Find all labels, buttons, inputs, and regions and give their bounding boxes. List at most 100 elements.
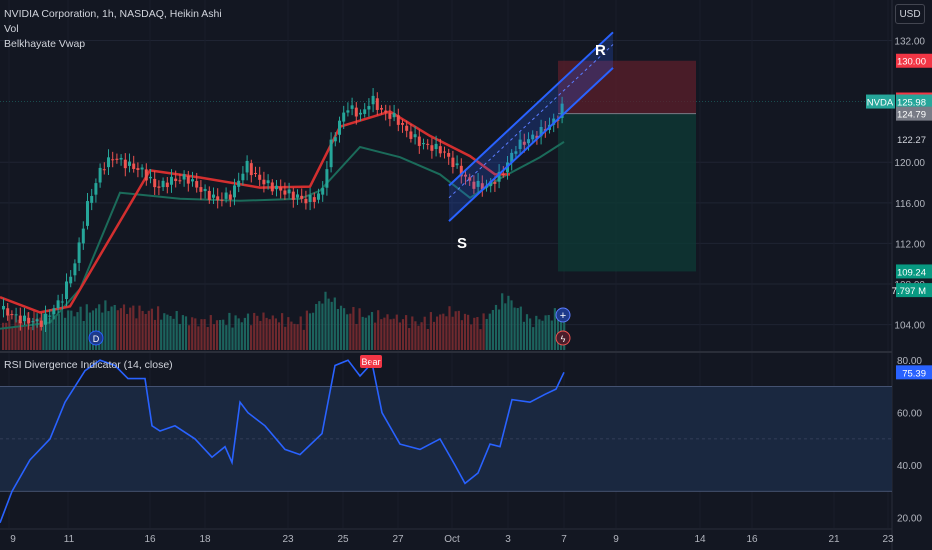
volume-bar [281, 313, 284, 350]
volume-bar [380, 319, 383, 350]
dividend-icon [88, 330, 104, 346]
volume-bar [398, 322, 401, 350]
volume-bar [429, 312, 432, 350]
candle-body [245, 160, 249, 173]
candle-body [539, 126, 543, 137]
candle-body [388, 113, 392, 119]
volume-bar [532, 327, 535, 350]
volume-bar [370, 312, 374, 350]
volume-bar [510, 300, 513, 350]
volume-bar [405, 315, 408, 350]
volume-bar [98, 304, 101, 350]
time-tick-label: 7 [561, 534, 567, 545]
candle-body [338, 120, 341, 135]
price-badge-text: 109.24 [897, 267, 926, 278]
candle-body [27, 317, 31, 324]
time-tick-label: 3 [505, 534, 511, 545]
volume-bar [147, 310, 150, 350]
volume-bar [463, 313, 467, 350]
volume-bar [352, 306, 355, 350]
flash-icon-glyph: ϟ [561, 334, 566, 344]
rsi-tick-label: 40.00 [897, 461, 922, 472]
volume-bar [460, 320, 463, 350]
candle-body [396, 115, 400, 125]
volume-bar [246, 313, 250, 350]
time-tick-label: 11 [64, 534, 75, 545]
resistance-label: R [595, 42, 606, 59]
candle-body [233, 185, 236, 198]
volume-bar [206, 327, 209, 350]
rsi-current-bg [896, 365, 932, 380]
volume-bar [544, 315, 547, 350]
volume-bar [132, 305, 135, 350]
candle-body [451, 157, 455, 168]
candle-body [392, 112, 396, 118]
volume-bar [308, 313, 312, 350]
volume-bar [122, 304, 126, 350]
candle-body [552, 118, 556, 125]
candle-body [426, 143, 430, 145]
candle-body [174, 178, 178, 182]
volume-bar [448, 306, 451, 350]
price-tick-label: 112.00 [895, 239, 925, 250]
candle-body [430, 145, 434, 151]
volume-bar [417, 325, 420, 350]
candle-body [249, 163, 253, 176]
volume-bar [284, 326, 287, 350]
volume-bar [488, 313, 491, 350]
candle-body [476, 180, 480, 187]
volume-bar [343, 308, 346, 350]
volume-bar [256, 315, 259, 350]
candle-body [493, 182, 497, 184]
volume-bar [225, 325, 228, 350]
candle-body [346, 110, 350, 113]
volume-bar [538, 319, 541, 350]
volume-bar [485, 318, 488, 350]
price-axis-badge: 122.27 [896, 132, 932, 147]
candle-body [241, 173, 245, 181]
volume-bar [82, 321, 85, 350]
volume-bar [535, 315, 538, 350]
volume-bar [324, 291, 327, 350]
candle-body [468, 177, 472, 181]
plus-icon-glyph: + [560, 310, 566, 322]
volume-bar [367, 315, 370, 350]
volume-bar [107, 311, 110, 350]
volume-bar [395, 314, 398, 350]
volume-bar [411, 316, 414, 350]
candle-body [522, 141, 526, 145]
volume-bar [166, 314, 169, 350]
candle-body [132, 163, 136, 169]
candles [2, 88, 564, 332]
volume-bar [184, 316, 188, 350]
candle-body [203, 188, 207, 192]
candle-body [216, 196, 220, 201]
candle-body [6, 308, 10, 316]
candle-body [342, 112, 346, 122]
volume-bar [423, 316, 426, 350]
volume-bar [420, 322, 423, 350]
volume-bar [293, 323, 296, 350]
support-label: S [457, 235, 467, 252]
channel-upper-line [448, 31, 614, 187]
volume-bar [494, 304, 498, 350]
candle-body [413, 134, 417, 138]
plus-icon [555, 307, 571, 323]
candle-body [65, 281, 68, 300]
price-badge-bg [896, 106, 932, 121]
candle-body [195, 181, 199, 188]
volume-bar [401, 319, 405, 350]
candle-body [191, 179, 194, 182]
candle-body [224, 192, 228, 199]
candle-body [69, 276, 73, 284]
volume-bar [442, 313, 445, 350]
volume-bar [135, 318, 138, 350]
rsi-tick-label: 80.00 [897, 356, 922, 367]
volume-bar [237, 318, 240, 350]
currency-button[interactable]: USD [895, 4, 925, 24]
volume-bar [222, 319, 225, 350]
candle-body [220, 199, 224, 201]
candle-body [48, 315, 52, 317]
price-axis: 132.00120.00116.00112.00108.00104.00130.… [866, 36, 932, 332]
